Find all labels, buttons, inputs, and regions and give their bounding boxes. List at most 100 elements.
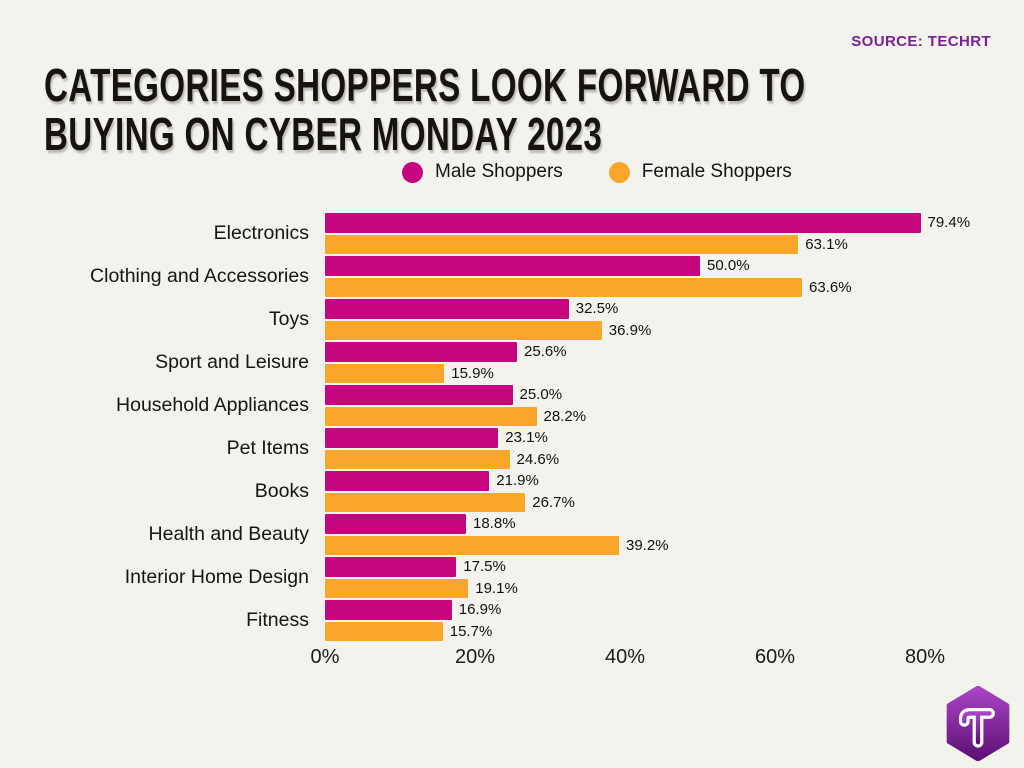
category-label: Electronics bbox=[213, 222, 309, 244]
bar-line: 19.1% bbox=[325, 578, 980, 600]
value-label: 63.1% bbox=[805, 235, 848, 253]
bar-line: 36.9% bbox=[325, 320, 980, 342]
category-bars: 21.9% 26.7% bbox=[325, 470, 980, 513]
female-shoppers-bar bbox=[325, 320, 602, 340]
category-label: Interior Home Design bbox=[124, 566, 309, 588]
category-row: Household Appliances 25.0% 28.2% bbox=[44, 384, 980, 427]
category-row: Toys 32.5% 36.9% bbox=[44, 298, 980, 341]
category-label: Household Appliances bbox=[116, 394, 309, 416]
male-shoppers-bar bbox=[325, 600, 452, 620]
category-bars: 17.5% 19.1% bbox=[325, 556, 980, 599]
bar-line: 50.0% bbox=[325, 255, 980, 277]
male-shoppers-bar bbox=[325, 471, 490, 491]
female-shoppers-bar bbox=[325, 449, 510, 469]
bar-line: 79.4% bbox=[325, 212, 980, 234]
bar-line: 26.7% bbox=[325, 492, 980, 514]
value-label: 25.6% bbox=[524, 343, 567, 361]
bar-line: 16.9% bbox=[325, 599, 980, 621]
value-label: 63.6% bbox=[809, 278, 852, 296]
bar-line: 25.6% bbox=[325, 341, 980, 363]
category-bars: 18.8% 39.2% bbox=[325, 513, 980, 556]
value-label: 32.5% bbox=[575, 300, 619, 318]
male-shoppers-bar bbox=[325, 213, 921, 233]
legend-label: Female Shoppers bbox=[641, 161, 792, 182]
legend-dot-icon bbox=[608, 161, 630, 183]
category-bars: 25.0% 28.2% bbox=[325, 384, 980, 427]
source-credit: SOURCE: TECHRT bbox=[851, 33, 991, 50]
legend-item: Female Shoppers bbox=[608, 161, 792, 183]
category-bars: 23.1% 24.6% bbox=[325, 427, 980, 470]
value-label: 16.9% bbox=[458, 601, 502, 619]
female-shoppers-bar bbox=[325, 621, 443, 641]
bar-line: 21.9% bbox=[325, 470, 980, 492]
value-label: 79.4% bbox=[927, 214, 971, 232]
category-row: Sport and Leisure 25.6% 15.9% bbox=[44, 341, 980, 384]
category-row: Pet Items 23.1% 24.6% bbox=[44, 427, 980, 470]
value-label: 23.1% bbox=[505, 429, 548, 447]
category-label: Sport and Leisure bbox=[155, 351, 309, 373]
category-bars: 25.6% 15.9% bbox=[325, 341, 980, 384]
category-bars: 79.4% 63.1% bbox=[325, 212, 980, 255]
category-label: Health and Beauty bbox=[148, 523, 309, 545]
category-label: Pet Items bbox=[226, 437, 309, 459]
value-label: 15.9% bbox=[451, 364, 494, 382]
x-axis: 0% 20% 40% 60% 80% bbox=[311, 646, 980, 674]
bar-line: 15.7% bbox=[325, 621, 980, 643]
value-label: 50.0% bbox=[707, 257, 750, 275]
value-label: 26.7% bbox=[532, 493, 575, 511]
female-shoppers-bar bbox=[325, 363, 445, 383]
male-shoppers-bar bbox=[325, 557, 457, 577]
value-label: 21.9% bbox=[496, 472, 539, 490]
bar-line: 39.2% bbox=[325, 535, 980, 557]
male-shoppers-bar bbox=[325, 299, 569, 319]
category-label: Toys bbox=[268, 308, 309, 330]
legend-label: Male Shoppers bbox=[435, 161, 563, 182]
bar-line: 28.2% bbox=[325, 406, 980, 428]
category-row: Books 21.9% 26.7% bbox=[44, 470, 980, 513]
female-shoppers-bar bbox=[325, 535, 619, 555]
bar-line: 32.5% bbox=[325, 298, 980, 320]
category-label: Clothing and Accessories bbox=[90, 265, 309, 287]
female-shoppers-bar bbox=[325, 492, 526, 512]
bar-line: 25.0% bbox=[325, 384, 980, 406]
page-title-line2: BUYING ON CYBER MONDAY 2023 bbox=[44, 108, 603, 161]
male-shoppers-bar bbox=[325, 342, 517, 362]
category-bars: 50.0% 63.6% bbox=[325, 255, 980, 298]
value-label: 19.1% bbox=[475, 579, 518, 597]
category-row: Fitness 16.9% 15.7% bbox=[44, 599, 980, 642]
bar-chart: Electronics 79.4% 63.1% Clothing and Access… bbox=[44, 212, 980, 642]
male-shoppers-bar bbox=[325, 256, 700, 276]
category-row: Electronics 79.4% 63.1% bbox=[44, 212, 980, 255]
techrt-logo-icon bbox=[946, 686, 1010, 761]
value-label: 15.7% bbox=[449, 622, 493, 640]
x-tick-label: 60% bbox=[754, 646, 796, 668]
x-tick-label: 20% bbox=[454, 646, 496, 668]
female-shoppers-bar bbox=[325, 234, 799, 254]
value-label: 36.9% bbox=[608, 321, 652, 339]
value-label: 39.2% bbox=[626, 536, 669, 554]
legend: Male Shoppers Female Shoppers bbox=[402, 161, 792, 183]
category-row: Clothing and Accessories 50.0% 63.6% bbox=[44, 255, 980, 298]
value-label: 24.6% bbox=[516, 450, 560, 468]
bar-line: 63.6% bbox=[325, 277, 980, 299]
female-shoppers-bar bbox=[325, 578, 469, 598]
category-row: Health and Beauty 18.8% 39.2% bbox=[44, 513, 980, 556]
category-bars: 32.5% 36.9% bbox=[325, 298, 980, 341]
page-title-line1: CATEGORIES SHOPPERS LOOK FORWARD TO bbox=[44, 58, 806, 111]
female-shoppers-bar bbox=[325, 277, 802, 297]
bar-line: 63.1% bbox=[325, 234, 980, 256]
bar-line: 24.6% bbox=[325, 449, 980, 471]
category-label: Books bbox=[254, 480, 309, 502]
category-row: Interior Home Design 17.5% 19.1% bbox=[44, 556, 980, 599]
bar-line: 17.5% bbox=[325, 556, 980, 578]
female-shoppers-bar bbox=[325, 406, 537, 426]
value-label: 28.2% bbox=[543, 407, 587, 425]
male-shoppers-bar bbox=[325, 385, 513, 405]
legend-item: Male Shoppers bbox=[402, 161, 563, 183]
value-label: 18.8% bbox=[473, 515, 516, 533]
category-bars: 16.9% 15.7% bbox=[325, 599, 980, 642]
x-tick-label: 0% bbox=[310, 646, 340, 668]
value-label: 17.5% bbox=[463, 558, 506, 576]
x-tick-label: 40% bbox=[604, 646, 646, 668]
